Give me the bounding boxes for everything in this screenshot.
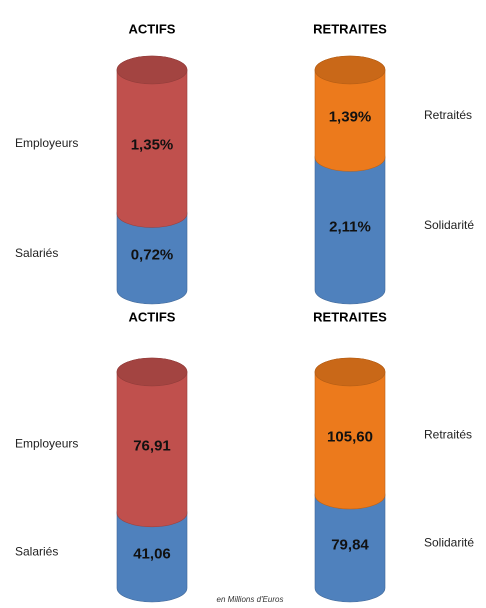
legend-label: Retraités bbox=[424, 428, 472, 442]
value-label: 1,35% bbox=[131, 137, 174, 154]
value-label: 79,84 bbox=[331, 536, 369, 553]
cylinder-top bbox=[314, 55, 386, 85]
legend-label: Salariés bbox=[15, 246, 58, 260]
legend-label: Solidarité bbox=[424, 218, 474, 232]
cylinder-top bbox=[116, 357, 188, 387]
footnote: en Millions d'Euros bbox=[217, 595, 284, 604]
value-label: 41,06 bbox=[133, 545, 171, 562]
value-label: 2,11% bbox=[329, 219, 371, 236]
chart-title: ACTIFS bbox=[129, 21, 176, 36]
legend-label: Solidarité bbox=[424, 536, 474, 550]
value-label: 1,39% bbox=[329, 109, 372, 126]
legend-label: Employeurs bbox=[15, 136, 78, 150]
value-label: 105,60 bbox=[327, 428, 373, 445]
cylinder-top bbox=[314, 357, 386, 387]
chart-title: RETRAITES bbox=[313, 21, 387, 36]
chart-title: RETRAITES bbox=[313, 309, 387, 324]
cylinder-top bbox=[116, 55, 188, 85]
value-label: 76,91 bbox=[133, 437, 171, 454]
legend-label: Retraités bbox=[424, 108, 472, 122]
legend-label: Employeurs bbox=[15, 437, 78, 451]
chart-title: ACTIFS bbox=[129, 309, 176, 324]
value-label: 0,72% bbox=[131, 247, 174, 264]
legend-label: Salariés bbox=[15, 545, 58, 559]
